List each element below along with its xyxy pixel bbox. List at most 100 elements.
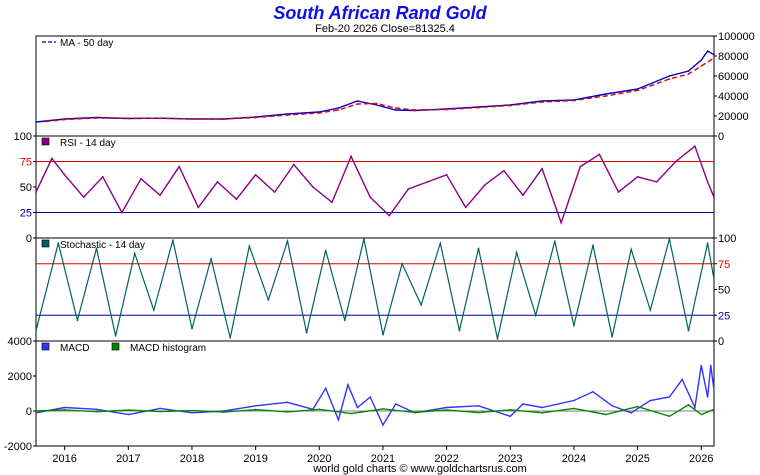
macd-point: [191, 412, 193, 414]
rsi-point: [445, 174, 448, 176]
macd-point: [337, 419, 340, 421]
macd-point: [63, 406, 66, 409]
stochastic-point: [668, 238, 671, 240]
rsi-point: [522, 194, 524, 196]
macd-point: [522, 403, 524, 405]
price-tick-label: 40000: [718, 91, 749, 103]
macd-point: [286, 411, 289, 413]
rsi-point: [216, 181, 219, 183]
legend-label-macd: MACD histogram: [130, 343, 206, 354]
stochastic-point: [554, 240, 556, 242]
price-point: [687, 70, 690, 72]
axis-ticks: 0200004000060000800001000000255075100025…: [4, 31, 755, 453]
rsi-point: [369, 196, 372, 198]
price-point: [375, 102, 378, 105]
macd-point: [668, 396, 671, 398]
stochastic-point: [344, 319, 346, 322]
rsi-point: [254, 174, 257, 176]
macd-tick-label: 0: [26, 406, 32, 418]
stochastic-point: [76, 319, 79, 322]
stochastic-point: [630, 248, 632, 251]
price-point: [394, 109, 397, 111]
legend-label-macd: MACD: [60, 343, 89, 354]
macd-point: [159, 410, 161, 413]
rsi-point: [197, 206, 200, 209]
price-point: [668, 75, 671, 77]
stochastic-point: [153, 309, 155, 311]
rsi-point: [503, 169, 505, 172]
macd-point: [394, 403, 397, 405]
stochastic-point: [687, 329, 690, 332]
stochastic-point: [210, 257, 212, 260]
price-point: [318, 112, 321, 114]
rsi-point: [541, 167, 543, 170]
macd-point: [509, 409, 512, 411]
price-point: [35, 121, 37, 123]
x-tick-label: 2018: [180, 453, 204, 465]
price-point: [700, 59, 703, 61]
stochastic-point: [439, 242, 442, 244]
price-point: [713, 53, 715, 56]
stochastic-point: [363, 238, 365, 240]
macd-series-macd-histogram: [35, 404, 715, 418]
stochastic-point: [191, 327, 193, 330]
price-point: [445, 108, 448, 111]
macd-point: [636, 405, 639, 408]
price-point: [713, 57, 715, 59]
rsi-point: [694, 145, 696, 147]
macd-tick-label: 4000: [8, 336, 32, 348]
rsi-point: [350, 155, 352, 158]
stochastic-point: [382, 334, 384, 336]
price-point: [44, 120, 47, 123]
macd-point: [382, 408, 384, 410]
price-point: [509, 104, 512, 107]
macd-point: [369, 396, 372, 398]
macd-point: [706, 396, 709, 398]
rsi-point: [140, 178, 142, 180]
macd-point: [254, 405, 257, 407]
chart-footer: world gold charts © www.goldchartsrus.co…: [312, 463, 527, 475]
rsi-point: [312, 186, 314, 188]
stochastic-point: [573, 324, 575, 327]
x-tick-label: 2016: [52, 453, 76, 465]
price-point: [127, 117, 130, 119]
x-tick-label: 2026: [689, 453, 713, 465]
stochastic-point: [515, 251, 518, 254]
price-point: [337, 109, 340, 111]
macd-point: [573, 407, 575, 410]
stochastic-point: [401, 263, 403, 265]
rsi-point: [121, 211, 123, 214]
price-point: [375, 104, 378, 106]
data-series: [35, 50, 715, 427]
stochastic-point: [95, 247, 98, 250]
macd-point: [611, 405, 613, 407]
rsi-tick-label: 75: [20, 157, 32, 169]
macd-tick-label: -2000: [4, 441, 32, 453]
stochastic-point: [248, 245, 251, 247]
price-point: [605, 95, 607, 97]
price-point: [477, 106, 480, 109]
macd-point: [630, 412, 632, 414]
stochastic-point: [305, 332, 308, 334]
price-point: [223, 118, 225, 120]
macd-point: [649, 399, 652, 402]
rsi-tick-label: 25: [20, 208, 32, 220]
price-point: [573, 99, 575, 102]
rsi-point: [598, 153, 601, 156]
x-tick-label: 2025: [625, 453, 649, 465]
macd-point: [477, 405, 480, 407]
rsi-point: [617, 191, 620, 193]
macd-tick-label: 2000: [8, 371, 32, 383]
rsi-point: [407, 188, 410, 190]
stochastic-point: [324, 249, 327, 252]
macd-point: [159, 407, 161, 410]
price-point: [687, 73, 690, 75]
macd-point: [668, 415, 671, 418]
legend-swatch-macd: [41, 342, 50, 351]
rsi-tick-label: 50: [20, 182, 32, 194]
rsi-point: [579, 165, 582, 168]
rsi-point: [235, 198, 238, 200]
rsi-series-rsi-14-day: [35, 145, 715, 225]
price-point: [700, 65, 703, 67]
macd-point: [223, 411, 225, 413]
